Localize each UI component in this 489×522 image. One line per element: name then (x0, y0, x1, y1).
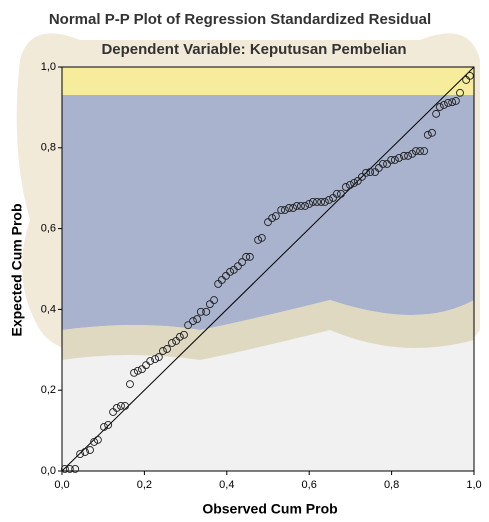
x-tick-label: 0,8 (384, 479, 399, 491)
chart-subtitle: Dependent Variable: Keputusan Pembelian (101, 41, 406, 58)
y-tick-label: 1,0 (41, 61, 56, 73)
y-tick-label: 0,8 (41, 142, 56, 154)
y-tick-label: 0,6 (41, 223, 56, 235)
watermark-blue (62, 95, 474, 330)
watermark-band (62, 67, 474, 95)
y-tick-label: 0,2 (41, 384, 56, 396)
x-tick-label: 0,6 (302, 479, 317, 491)
y-tick-label: 0,4 (41, 303, 56, 315)
y-axis-label: Expected Cum Prob (9, 203, 25, 336)
x-tick-label: 0,0 (54, 479, 69, 491)
x-tick-label: 1,0 (466, 479, 481, 491)
x-tick-label: 0,4 (219, 479, 234, 491)
y-tick-label: 0,0 (41, 465, 56, 477)
chart-title: Normal P-P Plot of Regression Standardiz… (49, 11, 431, 28)
x-tick-label: 0,2 (137, 479, 152, 491)
x-axis-label: Observed Cum Prob (202, 501, 337, 517)
chart: Normal P-P Plot of Regression Standardiz… (0, 0, 489, 522)
